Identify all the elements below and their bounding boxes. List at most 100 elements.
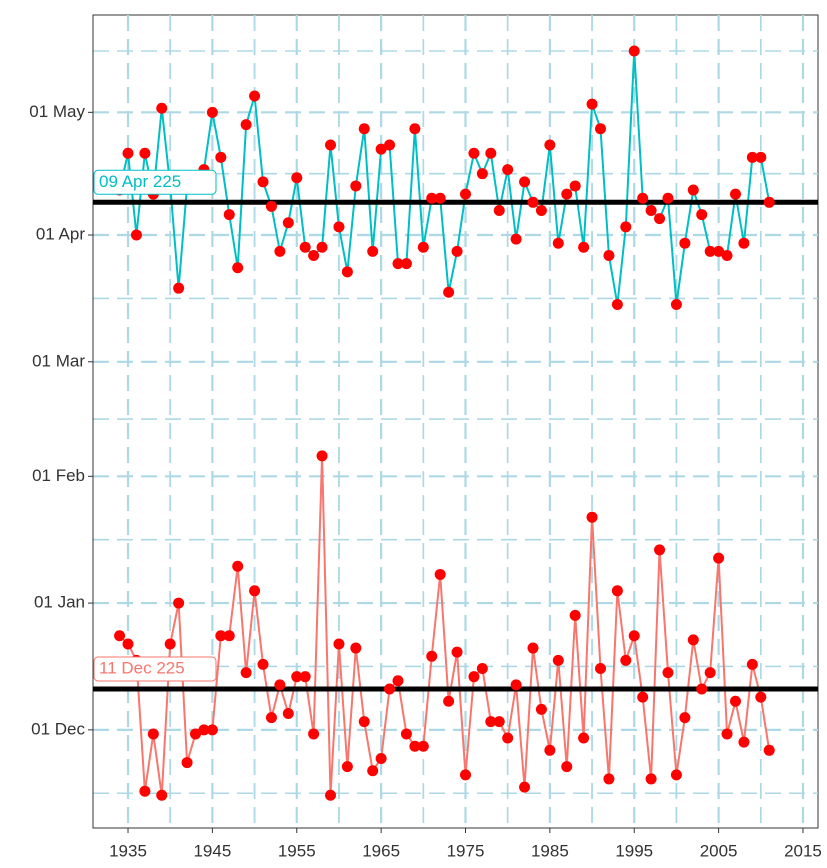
data-point (468, 147, 480, 159)
data-point (637, 691, 649, 703)
data-point (620, 654, 632, 666)
data-point (308, 728, 320, 740)
data-point (738, 237, 750, 249)
data-point (493, 204, 505, 216)
x-tick-label: 1965 (362, 841, 400, 860)
data-point (552, 237, 564, 249)
data-point (156, 102, 168, 114)
data-point (358, 716, 370, 728)
data-point (147, 728, 159, 740)
x-tick-label: 2015 (784, 841, 822, 860)
data-point (468, 671, 480, 683)
data-point (552, 654, 564, 666)
data-point (687, 184, 699, 196)
x-tick-label: 1985 (531, 841, 569, 860)
data-point (510, 233, 522, 245)
data-point (586, 511, 598, 523)
data-point (443, 695, 455, 707)
data-point (392, 258, 404, 270)
data-point (443, 286, 455, 298)
data-point (696, 209, 708, 221)
data-point (578, 732, 590, 744)
data-point (637, 192, 649, 204)
data-point (249, 585, 261, 597)
data-point (325, 139, 337, 151)
data-point (291, 172, 303, 184)
data-point (409, 123, 421, 135)
data-point (417, 241, 429, 253)
annotation-label: 11 Dec 225 (99, 658, 185, 677)
data-point (485, 147, 497, 159)
data-point (164, 638, 176, 650)
y-tick-label: 01 Dec (31, 719, 85, 738)
data-point (282, 217, 294, 229)
data-point (333, 221, 345, 233)
data-point (721, 728, 733, 740)
data-point (662, 667, 674, 679)
data-point (679, 712, 691, 724)
x-tick-label: 2005 (700, 841, 738, 860)
data-point (510, 679, 522, 691)
data-point (240, 667, 252, 679)
data-point (409, 740, 421, 752)
data-point (223, 209, 235, 221)
data-point (459, 769, 471, 781)
data-point (223, 630, 235, 642)
data-point (181, 757, 193, 769)
y-tick-label: 01 Jan (34, 593, 85, 612)
data-point (400, 258, 412, 270)
data-point (139, 785, 151, 797)
x-tick-label: 1945 (193, 841, 231, 860)
data-point (190, 728, 202, 740)
data-point (308, 249, 320, 261)
data-point (206, 724, 218, 736)
x-tick-label: 1975 (447, 841, 485, 860)
data-point (367, 765, 379, 777)
data-point (569, 609, 581, 621)
data-point (561, 761, 573, 773)
data-point (628, 45, 640, 57)
data-point (156, 789, 168, 801)
data-point (434, 568, 446, 580)
data-point (249, 90, 261, 102)
data-point (114, 630, 126, 642)
x-tick-label: 1955 (278, 841, 316, 860)
data-point (755, 151, 767, 163)
data-point (350, 180, 362, 192)
data-point (594, 123, 606, 135)
data-point (493, 716, 505, 728)
data-point (417, 740, 429, 752)
data-point (122, 638, 134, 650)
data-point (654, 213, 666, 225)
data-point (535, 703, 547, 715)
data-point (755, 691, 767, 703)
x-tick-label: 1935 (109, 841, 147, 860)
data-point (316, 450, 328, 462)
data-point (265, 200, 277, 212)
data-point (561, 188, 573, 200)
data-point (713, 552, 725, 564)
data-point (316, 241, 328, 253)
data-point (519, 781, 531, 793)
data-point (578, 241, 590, 253)
data-point (721, 249, 733, 261)
data-point (611, 299, 623, 311)
data-point (713, 245, 725, 257)
data-point (206, 106, 218, 118)
data-point (527, 642, 539, 654)
data-point (341, 266, 353, 278)
annotation-box (93, 169, 217, 195)
data-point (763, 196, 775, 208)
data-point (594, 663, 606, 675)
annotation-box (93, 656, 217, 682)
data-point (603, 249, 615, 261)
data-point (645, 204, 657, 216)
y-tick-label: 01 May (29, 102, 85, 121)
data-point (527, 196, 539, 208)
data-point (451, 646, 463, 658)
data-point (687, 634, 699, 646)
data-point (535, 204, 547, 216)
data-point (729, 188, 741, 200)
data-point (426, 192, 438, 204)
